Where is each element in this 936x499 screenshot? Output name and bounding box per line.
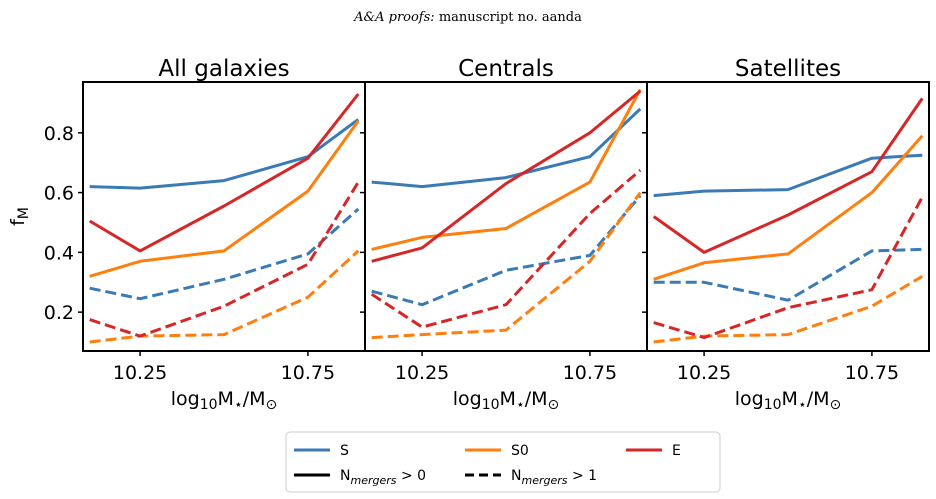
legend-label-sub: mergers (350, 474, 396, 487)
series-line-s-dashed (653, 247, 923, 302)
x-tick-label: 10.25 (677, 362, 731, 384)
series-line-e-solid (652, 97, 924, 254)
series-line-s0-solid (89, 120, 360, 278)
journal-name: A&A proofs: (353, 10, 435, 25)
legend-label-part: > 0 (397, 468, 427, 484)
legend-label-n-mergers-0: Nmergers > 0 (340, 468, 426, 487)
x-axis-label: log10M⋆/M⊙ (735, 388, 842, 413)
series-line-e-dashed (89, 181, 360, 338)
series-group (88, 93, 360, 344)
y-tick-label: 0.2 (44, 302, 74, 324)
x-tick-label: 10.75 (281, 362, 335, 384)
panel-frame (646, 81, 930, 352)
series-group (652, 97, 924, 344)
y-tick-label: 0.8 (44, 123, 74, 145)
x-label-part: /M (525, 388, 548, 410)
y-tick-label: 0.4 (44, 242, 74, 264)
x-label-part: M (218, 388, 234, 410)
x-label-sub: ⋆ (798, 397, 807, 413)
legend-label-part: N (340, 468, 350, 484)
x-label-sub: 10 (764, 397, 782, 413)
panel-title: All galaxies (158, 56, 289, 82)
series-line-s0-dashed (89, 249, 360, 344)
legend-label-n-mergers-1: Nmergers > 1 (511, 468, 597, 487)
series-line-e-dashed (653, 196, 924, 340)
series-line-s-solid (653, 153, 923, 198)
legend-label-s: S (340, 443, 349, 459)
x-label-sub: 10 (482, 397, 500, 413)
x-label-sub: 10 (200, 397, 218, 413)
y-label-part: f (7, 218, 29, 226)
running-header: A&A proofs: manuscript no. aanda (353, 10, 582, 25)
x-label-sub: ⊙ (548, 397, 560, 413)
x-label-sub: ⋆ (516, 397, 525, 413)
panel-title: Centrals (458, 56, 554, 82)
panel-frame (82, 81, 366, 352)
series-line-s-dashed (89, 207, 360, 301)
y-tick-label: 0.6 (44, 183, 74, 205)
x-label-part: M (782, 388, 798, 410)
series-line-s0-solid (371, 88, 642, 251)
series-line-s0-dashed (371, 191, 642, 340)
x-label-part: /M (807, 388, 830, 410)
x-tick-label: 10.75 (845, 362, 899, 384)
x-label-part: /M (243, 388, 266, 410)
x-axis-label: log10M⋆/M⊙ (171, 388, 278, 413)
legend-frame (285, 431, 721, 493)
legend-label-part: N (511, 468, 521, 484)
series-line-e-dashed (370, 169, 642, 329)
x-label-sub: ⊙ (266, 397, 278, 413)
legend-label-sub: mergers (521, 474, 567, 487)
series-group (370, 88, 642, 340)
x-tick-label: 10.75 (563, 362, 617, 384)
x-label-part: log (171, 388, 200, 410)
x-tick-label: 10.25 (113, 362, 167, 384)
y-axis-label: fM (7, 207, 32, 226)
legend-label-part: > 1 (568, 468, 598, 484)
x-label-sub: ⊙ (830, 397, 842, 413)
x-label-sub: ⋆ (234, 397, 243, 413)
legend-label-e: E (672, 443, 681, 459)
series-line-s-solid (89, 118, 360, 190)
series-line-s-dashed (371, 194, 642, 307)
legend-label-s0: S0 (511, 443, 529, 459)
x-label-part: M (500, 388, 516, 410)
panel-title: Satellites (735, 56, 841, 82)
manuscript-label: manuscript no. aanda (439, 10, 582, 25)
series-line-s0-dashed (653, 275, 924, 344)
series-line-e-solid (88, 93, 360, 253)
series-line-s-solid (371, 107, 642, 189)
series-line-s0-solid (653, 134, 924, 281)
series-line-e-solid (371, 89, 642, 263)
x-axis-label: log10M⋆/M⊙ (453, 388, 560, 413)
y-label-sub: M (16, 207, 32, 219)
x-tick-label: 10.25 (395, 362, 449, 384)
x-label-part: log (735, 388, 764, 410)
x-label-part: log (453, 388, 482, 410)
